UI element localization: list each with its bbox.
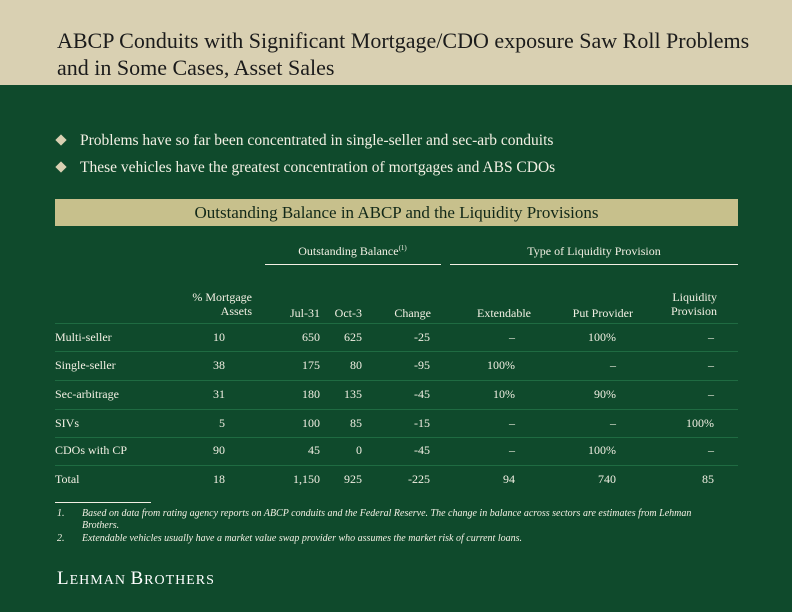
bullet-text: These vehicles have the greatest concent… [80,159,556,176]
col-header-put: Put Provider [572,306,633,320]
logo-letters: EHMAN [69,573,131,588]
cell-mortgage: 10 [213,330,225,344]
row-label: SIVs [55,416,80,430]
cell-change: -225 [408,472,430,486]
cell-jul: 1,150 [293,472,320,486]
group-underline-liquidity [450,264,738,265]
section-banner: Outstanding Balance in ABCP and the Liqu… [55,199,738,226]
footnote-text: Based on data from rating agency reports… [82,508,692,531]
lehman-brothers-logo: LEHMAN BROTHERS [57,568,215,590]
footnote-rule [55,502,151,503]
group-underline-balance [265,264,441,265]
logo-letter: L [57,568,70,589]
col-header-liquidity: Liquidity Provision [640,290,717,318]
cell-liquidity: – [708,387,714,401]
cell-extendable: 10% [493,387,515,401]
row-separator [55,380,738,381]
cell-liquidity: – [708,330,714,344]
title-band [0,0,792,85]
cell-extendable: 94 [503,472,515,486]
cell-mortgage: 90 [213,443,225,457]
cell-mortgage: 5 [219,416,225,430]
diamond-bullet-icon [55,161,67,173]
col-header-mortgage: % Mortgage Assets [150,290,252,318]
cell-oct: 925 [344,472,362,486]
cell-oct: 85 [350,416,362,430]
cell-liquidity: – [708,443,714,457]
logo-letters: ROTHERS [144,573,215,588]
cell-jul: 180 [302,387,320,401]
footnote-number: 1. [57,508,65,519]
cell-put: – [610,416,616,430]
col-header-line: Liquidity [672,290,717,304]
row-separator [55,437,738,438]
row-separator [55,351,738,352]
row-label: Total [55,472,80,486]
col-header-line: Assets [220,304,252,318]
cell-extendable: – [509,416,515,430]
bullet-text: Problems have so far been concentrated i… [80,132,554,149]
cell-oct: 625 [344,330,362,344]
cell-extendable: – [509,443,515,457]
row-separator [55,465,738,466]
row-label: Single-seller [55,358,116,372]
footnote-text: Extendable vehicles usually have a marke… [82,533,523,544]
cell-put: 90% [594,387,616,401]
cell-change: -95 [414,358,430,372]
footnote-number: 2. [57,533,65,544]
col-header-line: % Mortgage [192,290,252,304]
col-header-oct: Oct-3 [334,306,362,320]
cell-oct: 135 [344,387,362,401]
diamond-bullet-icon [55,134,67,146]
col-header-line: Provision [670,304,717,318]
cell-mortgage: 18 [213,472,225,486]
row-label: Sec-arbitrage [55,387,119,401]
cell-put: 100% [588,330,616,344]
cell-put: 100% [588,443,616,457]
group-header-balance-label: Outstanding Balance [298,244,399,258]
cell-jul: 100 [302,416,320,430]
row-label: CDOs with CP [55,443,128,457]
logo-letter: B [130,568,145,589]
cell-put: 740 [598,472,616,486]
cell-oct: 0 [356,443,362,457]
cell-oct: 80 [350,358,362,372]
cell-jul: 175 [302,358,320,372]
row-label: Multi-seller [55,330,112,344]
cell-mortgage: 31 [213,387,225,401]
group-header-liquidity: Type of Liquidity Provision [527,244,661,258]
cell-put: – [610,358,616,372]
row-separator [55,409,738,410]
cell-change: -15 [414,416,430,430]
footnote-ref: (1) [398,244,407,252]
group-header-balance: Outstanding Balance(1) [265,244,440,259]
cell-mortgage: 38 [213,358,225,372]
cell-liquidity: 100% [686,416,714,430]
cell-jul: 45 [308,443,320,457]
row-separator [55,323,738,324]
cell-liquidity: – [708,358,714,372]
cell-change: -45 [414,387,430,401]
cell-change: -45 [414,443,430,457]
col-header-extendable: Extendable [477,306,531,320]
cell-extendable: 100% [487,358,515,372]
cell-change: -25 [414,330,430,344]
cell-extendable: – [509,330,515,344]
cell-jul: 650 [302,330,320,344]
slide-title: ABCP Conduits with Significant Mortgage/… [57,28,750,80]
col-header-change: Change [394,306,431,320]
col-header-jul: Jul-31 [290,306,320,320]
cell-liquidity: 85 [702,472,714,486]
